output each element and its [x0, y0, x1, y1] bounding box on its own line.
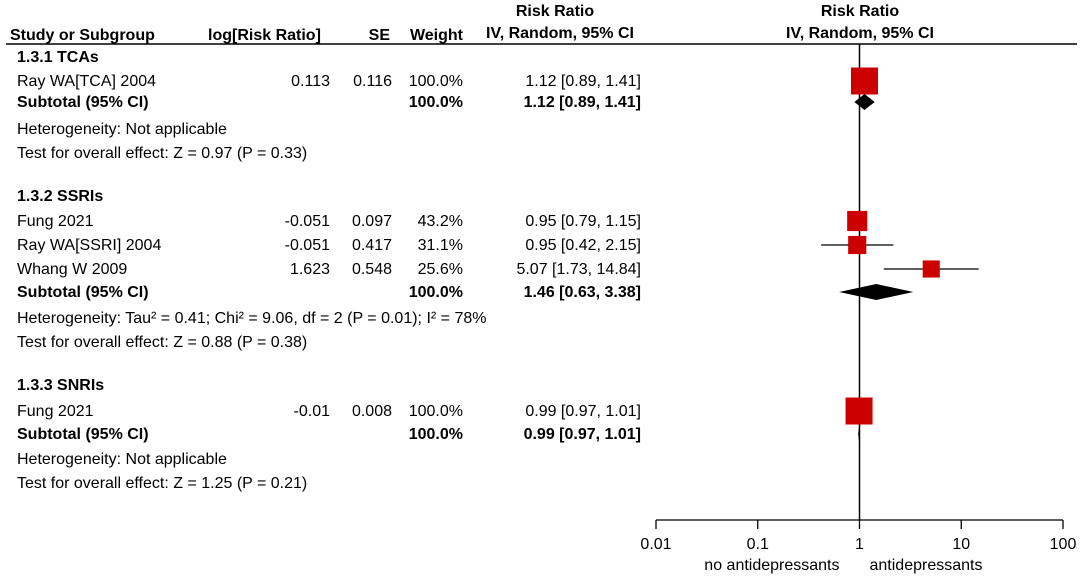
- plot-header-method: IV, Random, 95% CI: [786, 25, 934, 42]
- x-tick-label: 10: [952, 536, 970, 553]
- study-marker: [845, 397, 873, 425]
- study-logrr: -0.051: [284, 237, 330, 254]
- study-ci: 0.95 [0.79, 1.15]: [525, 213, 641, 230]
- header-rr-method: IV, Random, 95% CI: [486, 25, 634, 42]
- study-marker: [922, 260, 940, 278]
- group-title-tcas: 1.3.1 TCAs: [17, 49, 99, 66]
- study-logrr: -0.051: [284, 213, 330, 230]
- favours-left-label: no antidepressants: [704, 557, 839, 574]
- study-weight: 31.1%: [417, 237, 463, 254]
- header-se: SE: [368, 27, 390, 44]
- x-tick-label: 1: [855, 536, 864, 553]
- subtotal-diamond: [839, 284, 914, 300]
- study-name: Ray WA[TCA] 2004: [17, 73, 157, 90]
- study-weight: 100.0%: [408, 73, 463, 90]
- study-name: Whang W 2009: [17, 261, 128, 278]
- header-rr-title: Risk Ratio: [515, 3, 595, 20]
- study-se: 0.548: [351, 261, 392, 278]
- header-logrr: log[Risk Ratio]: [208, 27, 321, 44]
- study-ci: 5.07 [1.73, 14.84]: [516, 261, 641, 278]
- group-title-snris: 1.3.3 SNRIs: [17, 377, 105, 394]
- study-se: 0.417: [351, 237, 392, 254]
- subtotal-ci: 1.12 [0.89, 1.41]: [523, 94, 641, 111]
- header-study: Study or Subgroup: [10, 27, 155, 44]
- study-se: 0.097: [351, 213, 392, 230]
- study-logrr: 1.623: [289, 261, 330, 278]
- group-title-ssris: 1.3.2 SSRIs: [17, 188, 104, 205]
- subtotal-diamond: [858, 426, 860, 442]
- study-name: Fung 2021: [17, 213, 94, 230]
- subtotal-weight: 100.0%: [408, 284, 463, 301]
- heterogeneity-text: Heterogeneity: Not applicable: [17, 451, 227, 468]
- study-ci: 0.99 [0.97, 1.01]: [525, 403, 641, 420]
- study-logrr: -0.01: [293, 403, 330, 420]
- overall-effect-text: Test for overall effect: Z = 0.97 (P = 0…: [17, 145, 308, 162]
- x-tick-label: 0.01: [640, 536, 671, 553]
- study-marker: [847, 210, 868, 232]
- study-ci: 0.95 [0.42, 2.15]: [525, 237, 641, 254]
- heterogeneity-text: Heterogeneity: Not applicable: [17, 121, 227, 138]
- study-weight: 25.6%: [417, 261, 463, 278]
- forest-marks: [821, 44, 979, 520]
- subtotal-weight: 100.0%: [408, 94, 463, 111]
- study-se: 0.116: [353, 73, 392, 90]
- study-marker: [848, 235, 867, 255]
- study-se: 0.008: [351, 403, 392, 420]
- study-weight: 100.0%: [408, 403, 463, 420]
- study-name: Ray WA[SSRI] 2004: [17, 237, 162, 254]
- subtotal-label: Subtotal (95% CI): [17, 94, 149, 111]
- subtotal-label: Subtotal (95% CI): [17, 426, 149, 443]
- x-axis: 0.01 0.1 1 10 100 no antidepressants antidepre…: [640, 519, 1077, 574]
- x-tick-label: 0.1: [747, 536, 769, 553]
- study-marker: [851, 67, 879, 95]
- subtotal-weight: 100.0%: [408, 426, 463, 443]
- subtotal-ci: 1.46 [0.63, 3.38]: [523, 284, 641, 301]
- subtotal-diamond: [854, 94, 875, 110]
- study-weight: 43.2%: [417, 213, 463, 230]
- study-name: Fung 2021: [17, 403, 94, 420]
- overall-effect-text: Test for overall effect: Z = 0.88 (P = 0…: [17, 334, 308, 351]
- subtotal-ci: 0.99 [0.97, 1.01]: [523, 426, 641, 443]
- study-ci: 1.12 [0.89, 1.41]: [525, 73, 641, 90]
- plot-header-title: Risk Ratio: [820, 3, 900, 20]
- header-weight: Weight: [409, 27, 463, 44]
- overall-effect-text: Test for overall effect: Z = 1.25 (P = 0…: [17, 475, 308, 492]
- study-logrr: 0.113: [291, 73, 330, 90]
- subtotal-label: Subtotal (95% CI): [17, 284, 149, 301]
- favours-right-label: antidepressants: [870, 557, 983, 574]
- heterogeneity-text: Heterogeneity: Tau² = 0.41; Chi² = 9.06,…: [17, 310, 487, 327]
- x-tick-label: 100: [1050, 536, 1077, 553]
